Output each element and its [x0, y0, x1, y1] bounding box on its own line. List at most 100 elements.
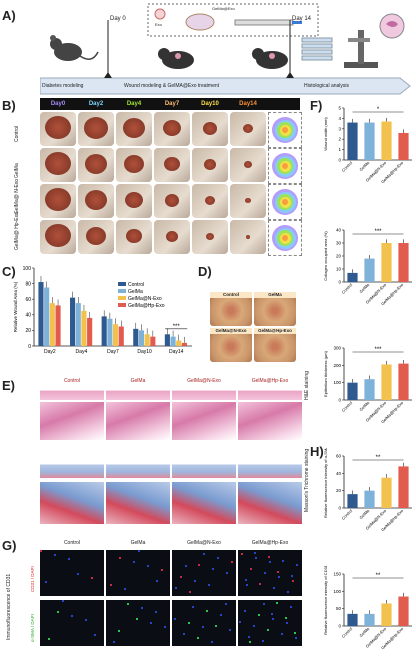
wound-photo: [78, 148, 114, 182]
masson-zoom: [172, 482, 236, 524]
syringe-icon: [234, 19, 294, 26]
y-tick-label: 2: [338, 137, 341, 142]
day-header-0: Day0: [50, 101, 66, 107]
y-tick-label: 1: [338, 147, 341, 152]
if-asma-image: [106, 600, 170, 646]
bar: [398, 466, 409, 508]
bar: [381, 121, 392, 160]
wound-photo: [230, 148, 266, 182]
y-tick-label: 100: [333, 589, 341, 594]
bar: [101, 316, 107, 346]
bar: [398, 363, 409, 400]
bar: [133, 328, 139, 346]
cd31-chart: 0 50 100 150 Relative fluorescence intensity…: [323, 566, 412, 650]
bar: [347, 122, 358, 160]
wound-photo: [78, 184, 114, 218]
closeup-photo: Control: [210, 292, 252, 326]
bar: [170, 336, 176, 346]
x-tick-label: GelMa: [358, 400, 370, 412]
bar: [347, 382, 358, 400]
x-tick-label: Control: [341, 626, 354, 639]
masson-zoom: [40, 482, 104, 524]
wound-photo: [116, 220, 152, 254]
bar: [364, 379, 375, 400]
y-tick-label: 100: [23, 266, 32, 272]
bar: [381, 243, 392, 282]
y-axis-label: Relative fluorescence intensity of α-SMA: [323, 448, 328, 518]
closeup-title: Control: [210, 292, 252, 298]
wound-photo: [78, 220, 114, 254]
x-tick-label: GelMa: [358, 160, 370, 172]
y-tick-label: 10: [336, 267, 342, 272]
timeline-panel: Day 0 Day 14 Exo GelMa@Exo Diabetes mode…: [39, 0, 416, 96]
y-tick-label: 0: [338, 398, 341, 403]
day-header-3: Day7: [164, 101, 180, 107]
if-asma-image: [40, 600, 104, 646]
bar: [364, 258, 375, 282]
gelma-exo-label: GelMa@Exo: [212, 6, 235, 11]
panel-label-c: C): [2, 264, 16, 279]
bar: [381, 603, 392, 626]
legend-label: GelMa@N-Exo: [128, 296, 162, 302]
closeup-title: GelMa@Hp-Exo: [254, 328, 296, 334]
day-header-bar: [40, 98, 300, 110]
masson-overview: [172, 458, 236, 478]
bar: [107, 318, 113, 346]
significance-label: **: [376, 573, 381, 579]
x-tick-label: Control: [341, 160, 354, 173]
if-cd31-image: [238, 550, 302, 596]
if-cd31-image: [40, 550, 104, 596]
wound-row-label: GelMa@ N-Exo: [14, 178, 20, 214]
collagen-chart: 0 10 20 30 40 Collagen occupied area (%) Contr…: [323, 228, 412, 306]
y-tick-label: 40: [336, 471, 342, 476]
slide-icon: [301, 37, 333, 61]
wound-photo: [192, 148, 228, 182]
panel-label-g: G): [2, 538, 17, 553]
if-cd31-image: [106, 550, 170, 596]
x-tick-label: Control: [341, 400, 354, 413]
day-header-4: Day10: [201, 101, 219, 107]
wound-photo: [192, 184, 228, 218]
wound-photo: [230, 112, 266, 146]
mouse-icon: [50, 35, 99, 61]
x-tick-label: Day14: [169, 349, 184, 355]
panel-label-h: H): [310, 444, 324, 459]
he-label: H&E staining: [304, 371, 310, 400]
y-tick-label: 30: [336, 241, 342, 246]
closeup-photo: GelMa@Hp-Exo: [254, 328, 296, 362]
bar: [87, 317, 93, 346]
bar: [150, 336, 156, 346]
y-tick-label: 0: [338, 506, 341, 511]
wound-photo: [40, 148, 76, 182]
wound-photo: [154, 220, 190, 254]
bar: [398, 132, 409, 160]
y-tick-label: 40: [25, 313, 31, 319]
bar: [70, 297, 76, 346]
y-axis-label: Wound width (mm): [323, 117, 328, 151]
mouse-icon: [252, 48, 288, 69]
bar: [75, 303, 81, 346]
masson-zoom: [106, 482, 170, 524]
exo-icon: [154, 8, 166, 20]
y-axis-label: Epithelium thickness (μm): [323, 350, 328, 397]
y-axis-label: Collagen occupied area (%): [323, 231, 328, 281]
wound-trace: [268, 112, 302, 148]
wound-photo: [154, 184, 190, 218]
he-overview: [238, 386, 302, 400]
bar: [381, 477, 392, 508]
significance-label: ***: [173, 324, 181, 330]
y-tick-label: 0: [338, 624, 341, 629]
y-tick-label: 150: [333, 572, 341, 577]
he-zoom: [238, 402, 302, 440]
histology-col-title: GelMa@N-Exo: [187, 378, 221, 384]
wound-photo: [192, 220, 228, 254]
if-asma-image: [238, 600, 302, 646]
y-tick-label: 60: [25, 297, 31, 303]
timeline-arrow: [39, 77, 411, 95]
he-overview: [40, 386, 104, 400]
x-tick-label: Day10: [137, 349, 152, 355]
timeline-svg: [39, 3, 411, 95]
significance-label: **: [376, 455, 381, 461]
wound-photo: [78, 112, 114, 146]
